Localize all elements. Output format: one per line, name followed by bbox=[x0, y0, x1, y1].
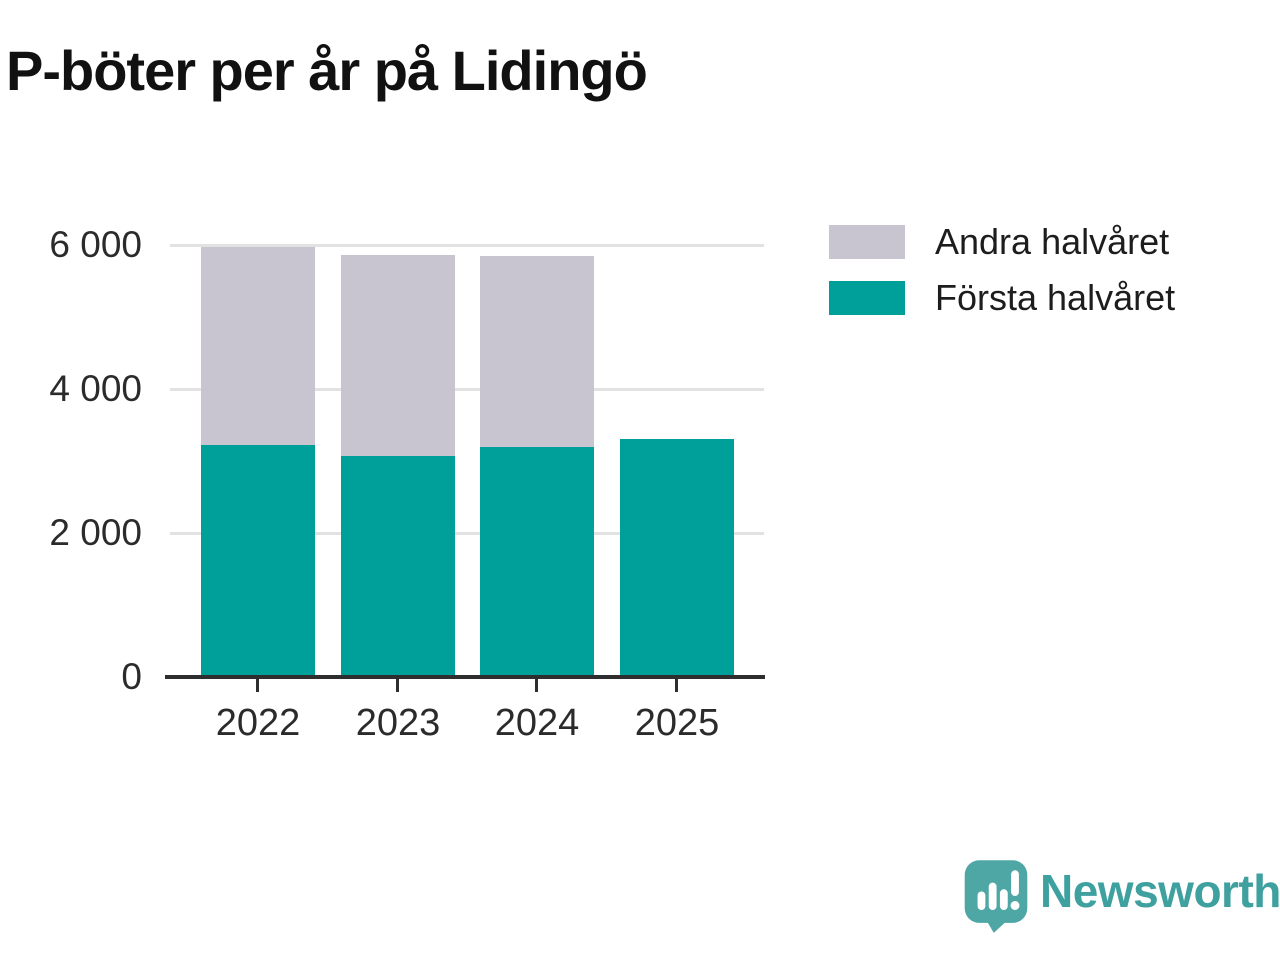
legend: Andra halvåret Första halvåret bbox=[829, 221, 1176, 336]
bar-2024 bbox=[480, 256, 594, 676]
newsworthy-logo-icon bbox=[964, 860, 1028, 933]
newsworthy-wordmark: Newsworthy bbox=[1040, 865, 1280, 917]
gridline-6000 bbox=[170, 244, 764, 247]
legend-item-andra-halvaret: Andra halvåret bbox=[829, 221, 1175, 262]
bar-segment-forsta-halvaret-2022 bbox=[201, 445, 315, 676]
x-tick-label-2022: 2022 bbox=[215, 702, 301, 744]
bar-segment-forsta-halvaret-2023 bbox=[341, 456, 455, 676]
branding: Newsworthy bbox=[962, 858, 1280, 934]
y-tick-label-0: 0 bbox=[121, 656, 142, 697]
gridline-2000 bbox=[170, 532, 764, 535]
x-tick-label-2025: 2025 bbox=[634, 702, 720, 744]
bar-segment-forsta-halvaret-2025 bbox=[620, 439, 734, 676]
x-tick-2025 bbox=[675, 679, 678, 692]
bar-segment-forsta-halvaret-2024 bbox=[480, 447, 594, 676]
legend-label-forsta-halvaret: Första halvåret bbox=[935, 277, 1176, 318]
bar-2022 bbox=[201, 247, 315, 676]
bar-segment-andra-halvaret-2023 bbox=[341, 255, 455, 456]
chart-title: P-böter per år på Lidingö bbox=[6, 39, 648, 102]
bar-segment-andra-halvaret-2024 bbox=[480, 256, 594, 447]
bar-segment-andra-halvaret-2022 bbox=[201, 247, 315, 445]
x-axis-line bbox=[165, 675, 765, 679]
legend-label-andra-halvaret: Andra halvåret bbox=[935, 221, 1170, 262]
x-tick-2024 bbox=[535, 679, 538, 692]
legend-swatch-andra-halvaret bbox=[829, 225, 905, 259]
x-tick-label-2023: 2023 bbox=[355, 702, 441, 744]
x-tick-2022 bbox=[256, 679, 259, 692]
x-tick-2023 bbox=[396, 679, 399, 692]
bar-2023 bbox=[341, 255, 455, 676]
y-tick-label-2000: 2 000 bbox=[49, 512, 142, 553]
legend-item-forsta-halvaret: Första halvåret bbox=[829, 277, 1176, 318]
y-tick-label-6000: 6 000 bbox=[49, 224, 142, 265]
bar-2025 bbox=[620, 439, 734, 676]
y-tick-label-4000: 4 000 bbox=[49, 368, 142, 409]
x-tick-label-2024: 2024 bbox=[494, 702, 580, 744]
legend-swatch-forsta-halvaret bbox=[829, 281, 905, 315]
gridline-4000 bbox=[170, 388, 764, 391]
